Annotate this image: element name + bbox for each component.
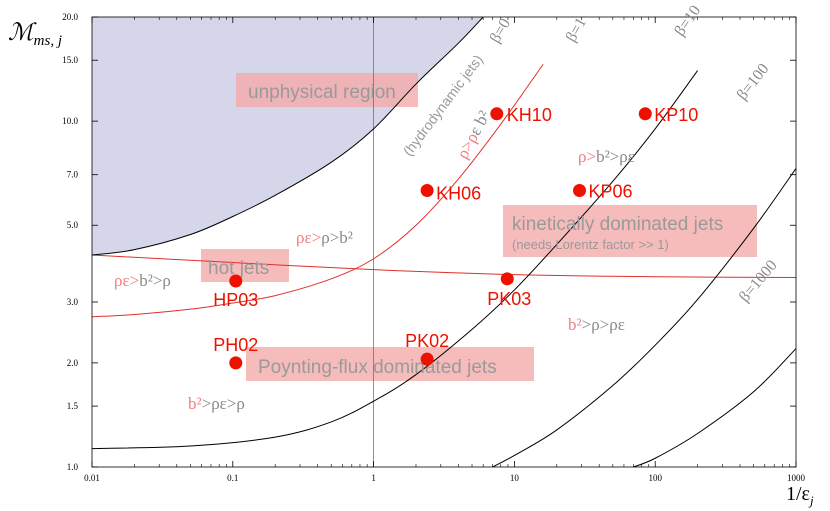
region-label-poynting: Poynting-flux dominated jets	[258, 357, 497, 378]
label-box-layer	[201, 73, 757, 381]
axis-layer: 0.01 0.1 1 10 100 1000 1.0 1.5 2.0 3.0 5.0 7.0 10.0 1…	[8, 12, 814, 508]
y-tick-label-6: 10.0	[62, 116, 78, 126]
region-label-kinetic: kinetically dominated jets	[512, 214, 723, 235]
equality-line	[92, 254, 796, 279]
data-point-pk03	[500, 272, 514, 286]
region-label-hot: hot jets	[208, 258, 269, 279]
beta-label-3: β=100	[734, 61, 773, 104]
beta-label-1: β=1	[563, 15, 590, 45]
x-tick-label-1: 0.1	[227, 473, 238, 483]
point-layer: KH10 KP10 KH06 KP06 HP03 PK03 PH02 PK02	[213, 105, 698, 370]
data-point-kp06	[573, 184, 587, 198]
label-box-poynting	[246, 347, 534, 381]
data-point-hp03	[229, 274, 243, 288]
beta-curve-3	[492, 168, 796, 467]
data-point-kh10	[490, 107, 504, 121]
beta-label-2: β=10	[671, 2, 704, 39]
y-tick-label-5: 7.0	[67, 170, 79, 180]
data-label-pk02: PK02	[405, 331, 449, 351]
region-label-unphysical: unphysical region	[248, 82, 396, 103]
beta-curve-1	[92, 63, 544, 318]
data-label-ph02: PH02	[213, 335, 258, 355]
beta-curve-0	[92, 17, 484, 256]
data-label-kh06: KH06	[436, 184, 481, 204]
data-point-kh06	[420, 184, 434, 198]
y-tick-label-7: 15.0	[62, 55, 78, 65]
annotation-layer: unphysical region hot jets kinetically dom…	[114, 2, 781, 413]
data-point-ph02	[229, 356, 243, 370]
ineq-rho-b2-rhoeps: ρ>b²>ρε	[578, 147, 635, 166]
label-box-hot	[201, 249, 289, 282]
x-axis-title: 1/εj	[786, 483, 814, 508]
y-tick-label-4: 5.0	[67, 220, 79, 230]
x-tick-label-4: 100	[648, 473, 662, 483]
y-tick-label-0: 1.0	[67, 462, 79, 472]
curve-layer	[92, 17, 796, 467]
y-axis-title: ℳms, j	[8, 20, 62, 49]
data-label-hp03: HP03	[213, 290, 258, 310]
ineq-rho-rhoeps-b2: ρ>ρε b²	[453, 107, 494, 161]
x-tick-label-2: 1	[371, 473, 376, 483]
x-tick-label-0: 0.01	[84, 473, 100, 483]
y-tick-label-1: 1.5	[67, 401, 79, 411]
data-label-kh10: KH10	[507, 105, 552, 125]
ineq-rhoeps-rho-b2: ρε>ρ>b²	[296, 228, 353, 247]
ineq-rhoeps-b2-rho: ρε>b²>ρ	[114, 271, 171, 290]
data-point-pk02	[420, 352, 434, 366]
beta-curve-4	[633, 348, 796, 467]
data-label-kp06: KP06	[589, 182, 633, 202]
data-label-kp10: KP10	[654, 105, 698, 125]
y-tick-label-3: 3.0	[67, 297, 79, 307]
y-tick-label-2: 2.0	[67, 358, 79, 368]
ineq-b2-rhoeps-rho: b²>ρε>ρ	[188, 394, 245, 413]
beta-label-0: β=0	[487, 16, 514, 46]
ineq-b2-rho-rhoeps: b²>ρ>ρε	[568, 315, 625, 334]
data-label-pk03: PK03	[487, 289, 531, 309]
label-box-kinetic	[503, 205, 757, 257]
data-point-kp10	[638, 107, 652, 121]
plot-frame	[91, 16, 797, 468]
beta-label-4: β=1000	[736, 257, 781, 306]
label-box-unphysical	[236, 73, 418, 107]
y-tick-label-8: 20.0	[62, 12, 78, 22]
region-label-kinetic-sub: (needs Lorentz factor >> 1)	[512, 237, 669, 252]
beta-curve-2	[92, 70, 698, 450]
x-tick-label-3: 10	[510, 473, 520, 483]
x-tick-label-5: 1000	[787, 473, 806, 483]
